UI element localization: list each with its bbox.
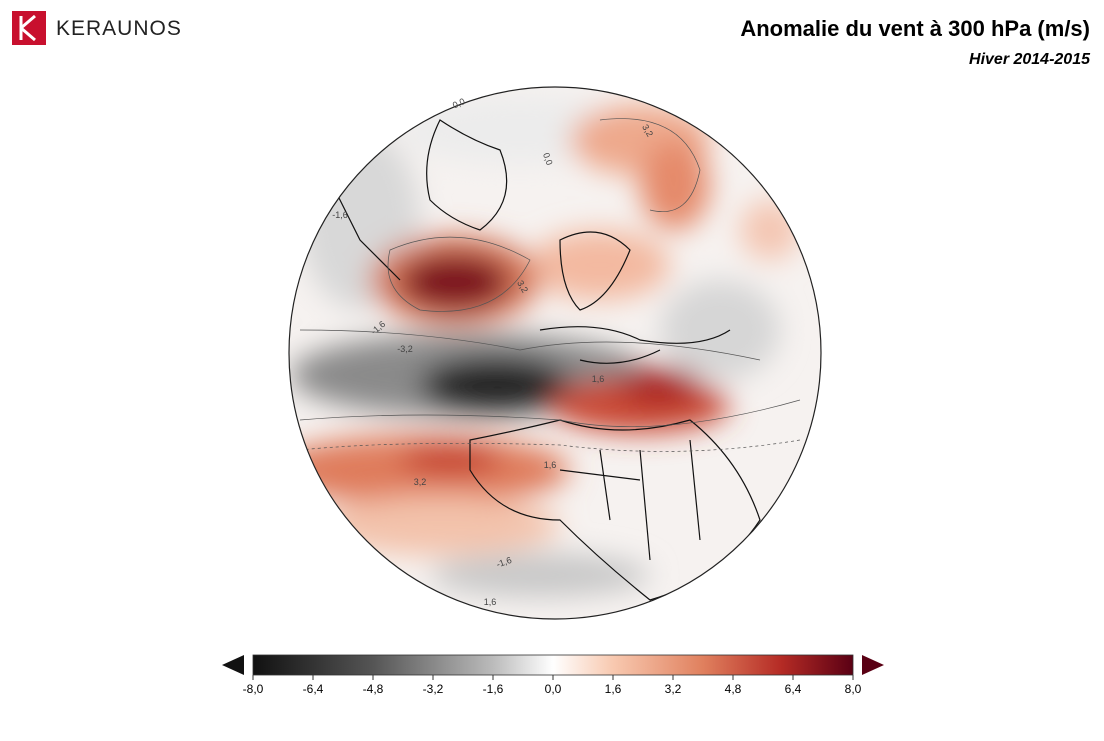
contour-labels: 0,03,20,0-1,63,2-1,6-3,21,63,21,6-1,61,6 [332, 96, 655, 607]
colorbar-tick-label: 4,8 [725, 682, 742, 696]
contour-label: 1,6 [544, 460, 557, 470]
colorbar-tick-label: 8,0 [845, 682, 862, 696]
contour-label: -1,6 [332, 210, 348, 220]
colorbar-tick-label: -3,2 [423, 682, 444, 696]
coastlines [329, 119, 761, 601]
contour-label: -1,6 [495, 555, 513, 570]
logo: KERAUNOS [12, 11, 182, 45]
logo-text: KERAUNOS [56, 17, 182, 40]
contour-label: 0,0 [541, 151, 555, 166]
colorbar-min-arrow [222, 655, 244, 675]
globe-outline [288, 86, 822, 620]
contour-label: 1,6 [592, 374, 605, 384]
colorbar-ramp [252, 654, 854, 676]
contour-label: 1,6 [484, 597, 497, 607]
title: Anomalie du vent à 300 hPa (m/s) [740, 16, 1090, 41]
colorbar-tick-label: 1,6 [605, 682, 622, 696]
colorbar-tick-label: -1,6 [483, 682, 504, 696]
contours [299, 118, 801, 452]
contour-label: -3,2 [397, 344, 413, 354]
contour-label: 3,2 [414, 477, 427, 487]
colorbar-max-arrow [862, 655, 884, 675]
colorbar-tick-label: 0,0 [545, 682, 562, 696]
colorbar: -8,0 -6,4 -4,8 -3,2 -1,6 0,0 1,6 3,2 4,8 6,4 8,0 [222, 654, 884, 696]
colorbar-tick-label: -6,4 [303, 682, 324, 696]
colorbar-tick-label: 6,4 [785, 682, 802, 696]
colorbar-tick-label: 3,2 [665, 682, 682, 696]
contour-label: 0,0 [451, 96, 467, 110]
colorbar-tick-label: -4,8 [363, 682, 384, 696]
colorbar-tick-label: -8,0 [243, 682, 264, 696]
subtitle: Hiver 2014-2015 [969, 51, 1091, 68]
globe [289, 87, 821, 619]
